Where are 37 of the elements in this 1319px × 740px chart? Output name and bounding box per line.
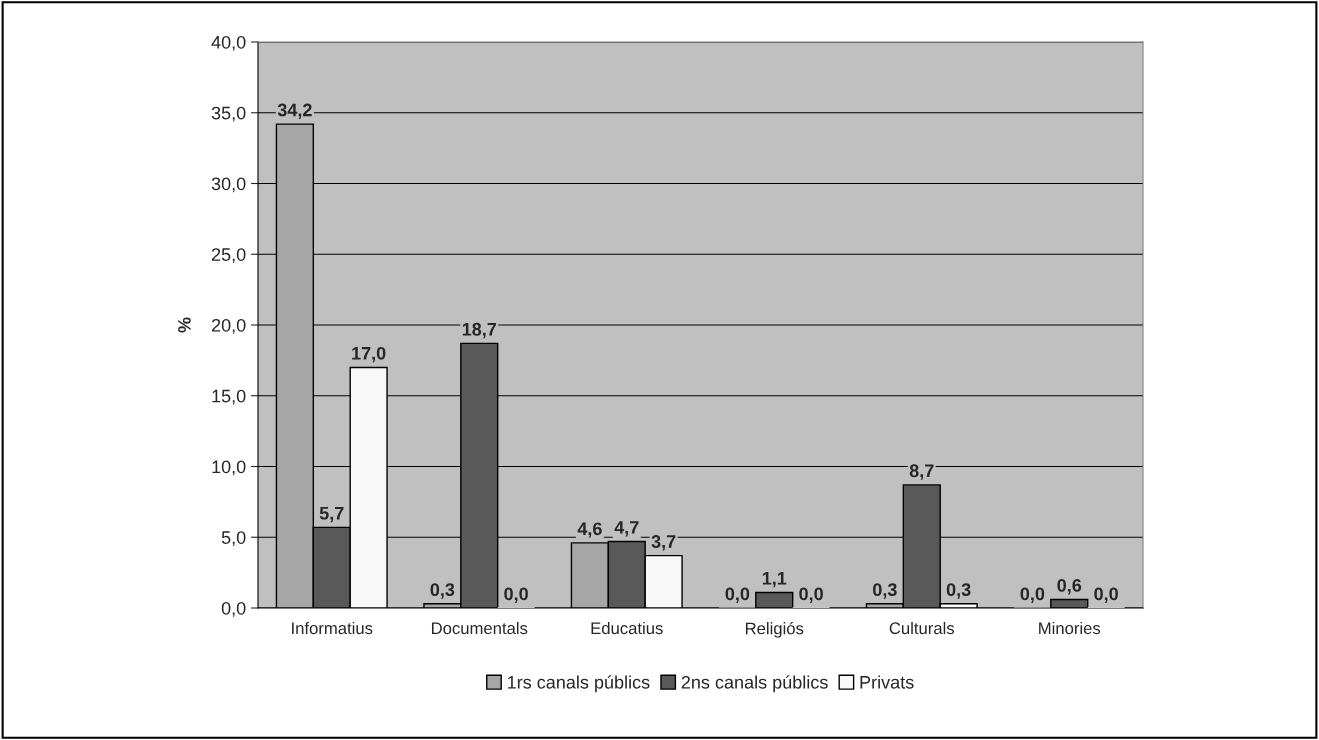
x-tick-label: Educatius [591, 621, 663, 635]
data-label: 34,2 [277, 103, 312, 119]
data-label: 1,1 [762, 572, 787, 588]
data-label: 0,3 [873, 583, 897, 599]
y-tick-label: 5,0 [221, 531, 246, 547]
data-label: 8,7 [909, 464, 934, 480]
data-label: 0,3 [946, 583, 971, 599]
legend-label: Privats [860, 675, 914, 689]
legend-label: 2ns canals públics [681, 675, 828, 693]
data-label: 0,3 [430, 583, 455, 599]
data-label: 0,0 [1094, 587, 1118, 603]
y-tick-label: 10,0 [212, 460, 246, 476]
data-label: 0,0 [799, 587, 823, 603]
y-tick-label: 35,0 [211, 106, 246, 122]
data-label: 17,0 [352, 346, 386, 363]
y-tick-label: 25,0 [211, 248, 246, 264]
y-tick-label: 30,0 [211, 177, 246, 193]
x-tick-label: Religiós [745, 621, 804, 638]
data-label: 0,6 [1057, 578, 1082, 595]
data-label: 5,7 [319, 507, 344, 523]
legend-label: 1rs canals públics [508, 675, 650, 693]
x-tick-label: Culturals [889, 621, 955, 635]
y-tick-label: 20,0 [211, 318, 246, 334]
data-label: 4,7 [614, 521, 639, 537]
data-label: 18,7 [462, 322, 497, 339]
y-tick-label: 15,0 [212, 389, 246, 405]
data-label: 0,0 [1020, 587, 1045, 603]
data-label: 0,0 [504, 587, 528, 603]
x-tick-label: Informatius [292, 621, 373, 635]
y-axis-title: % [178, 317, 191, 333]
data-label: 3,7 [651, 535, 676, 551]
data-label: 4,6 [577, 522, 602, 538]
x-tick-label: Minories [1039, 621, 1101, 635]
x-tick-label: Documentals [431, 621, 528, 635]
y-tick-label: 40,0 [211, 35, 246, 51]
y-tick-label: 0,0 [221, 601, 246, 617]
data-label: 0,0 [725, 587, 750, 603]
